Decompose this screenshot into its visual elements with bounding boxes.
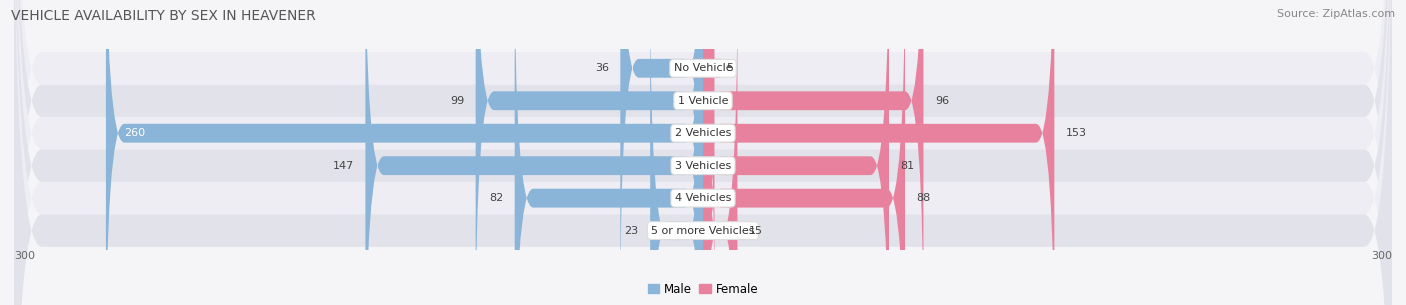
FancyBboxPatch shape xyxy=(703,0,1054,305)
FancyBboxPatch shape xyxy=(105,0,703,305)
Text: 82: 82 xyxy=(489,193,503,203)
FancyBboxPatch shape xyxy=(14,0,1392,305)
Legend: Male, Female: Male, Female xyxy=(643,278,763,300)
FancyBboxPatch shape xyxy=(703,0,738,305)
Text: 88: 88 xyxy=(917,193,931,203)
FancyBboxPatch shape xyxy=(366,0,703,305)
Text: 5 or more Vehicles: 5 or more Vehicles xyxy=(651,226,755,236)
Text: Source: ZipAtlas.com: Source: ZipAtlas.com xyxy=(1277,9,1395,19)
FancyBboxPatch shape xyxy=(14,0,1392,305)
FancyBboxPatch shape xyxy=(703,0,905,305)
Text: 23: 23 xyxy=(624,226,638,236)
Text: 2 Vehicles: 2 Vehicles xyxy=(675,128,731,138)
FancyBboxPatch shape xyxy=(14,0,1392,305)
Text: 36: 36 xyxy=(595,63,609,73)
Text: 4 Vehicles: 4 Vehicles xyxy=(675,193,731,203)
Text: 5: 5 xyxy=(725,63,733,73)
FancyBboxPatch shape xyxy=(14,0,1392,305)
Text: 147: 147 xyxy=(333,161,354,171)
Text: 153: 153 xyxy=(1066,128,1087,138)
Text: VEHICLE AVAILABILITY BY SEX IN HEAVENER: VEHICLE AVAILABILITY BY SEX IN HEAVENER xyxy=(11,9,316,23)
FancyBboxPatch shape xyxy=(703,0,924,305)
Text: 260: 260 xyxy=(124,128,145,138)
FancyBboxPatch shape xyxy=(14,0,1392,305)
FancyBboxPatch shape xyxy=(696,0,721,305)
Text: 81: 81 xyxy=(900,161,915,171)
Text: No Vehicle: No Vehicle xyxy=(673,63,733,73)
Text: 1 Vehicle: 1 Vehicle xyxy=(678,96,728,106)
Text: 99: 99 xyxy=(450,96,464,106)
Text: 15: 15 xyxy=(749,226,763,236)
Text: 3 Vehicles: 3 Vehicles xyxy=(675,161,731,171)
Text: 96: 96 xyxy=(935,96,949,106)
FancyBboxPatch shape xyxy=(650,0,703,305)
FancyBboxPatch shape xyxy=(515,0,703,305)
Text: 300: 300 xyxy=(1371,251,1392,261)
FancyBboxPatch shape xyxy=(475,0,703,305)
Text: 300: 300 xyxy=(14,251,35,261)
FancyBboxPatch shape xyxy=(703,0,889,305)
FancyBboxPatch shape xyxy=(14,0,1392,305)
FancyBboxPatch shape xyxy=(620,0,703,305)
